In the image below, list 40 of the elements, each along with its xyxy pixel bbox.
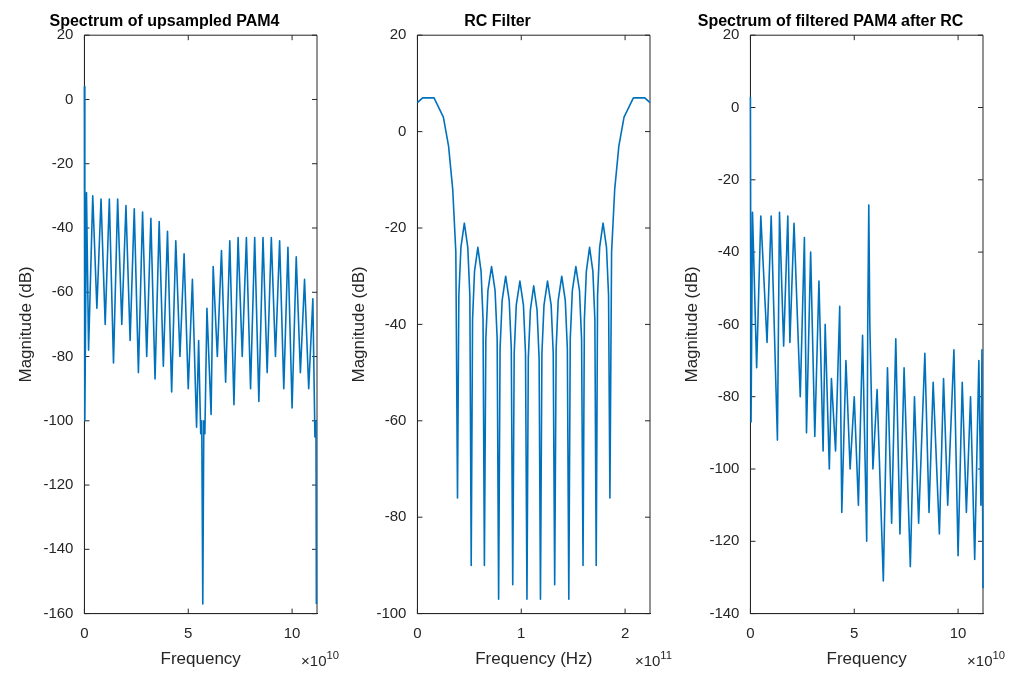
y-tick-label: -40	[384, 314, 407, 332]
y-tick-label: -100	[43, 410, 74, 428]
y-tick-label: -20	[717, 169, 740, 187]
y-tick-label: 0	[65, 89, 74, 107]
x-axis-title: Frequency (Hz)	[475, 649, 593, 669]
y-tick-label: -40	[51, 218, 74, 236]
y-tick-label: 20	[389, 25, 407, 43]
x-axis-title: Frequency	[160, 649, 242, 669]
y-tick-label: -40	[717, 242, 740, 260]
y-tick-label: -60	[51, 282, 74, 300]
x-tick-label: 0	[746, 623, 755, 641]
y-tick-label: -160	[43, 603, 74, 621]
y-tick-label: -80	[384, 507, 407, 525]
y-tick-label: -140	[709, 603, 740, 621]
y-axis-title: Magnitude (dB)	[15, 266, 35, 383]
y-axis-title: Magnitude (dB)	[681, 266, 701, 383]
x-axis-title: Frequency	[826, 649, 908, 669]
y-tick-label: -100	[376, 603, 407, 621]
x-tick-label: 0	[413, 623, 422, 641]
y-tick-label: -20	[51, 153, 74, 171]
y-tick-label: -100	[709, 459, 740, 477]
y-tick-label: -60	[384, 410, 407, 428]
y-tick-label: -80	[51, 346, 74, 364]
y-tick-label: -140	[43, 539, 74, 557]
y-tick-label: -80	[717, 386, 740, 404]
y-tick-label: 0	[731, 97, 740, 115]
y-tick-label: -20	[384, 218, 407, 236]
x-tick-label: 5	[184, 623, 193, 641]
x-tick-label: 10	[949, 623, 967, 641]
y-tick-label: -60	[717, 314, 740, 332]
x-tick-label: 10	[283, 623, 301, 641]
x-tick-label: 2	[620, 623, 630, 641]
y-tick-label: 0	[398, 121, 407, 139]
x-tick-label: 0	[80, 623, 89, 641]
y-tick-label: -120	[43, 475, 74, 493]
y-axis-title: Magnitude (dB)	[348, 266, 368, 383]
chart-title: RC Filter	[464, 12, 531, 30]
x-tick-label: 1	[517, 623, 526, 641]
x-tick-label: 5	[850, 623, 859, 641]
y-tick-label: -120	[709, 531, 740, 549]
